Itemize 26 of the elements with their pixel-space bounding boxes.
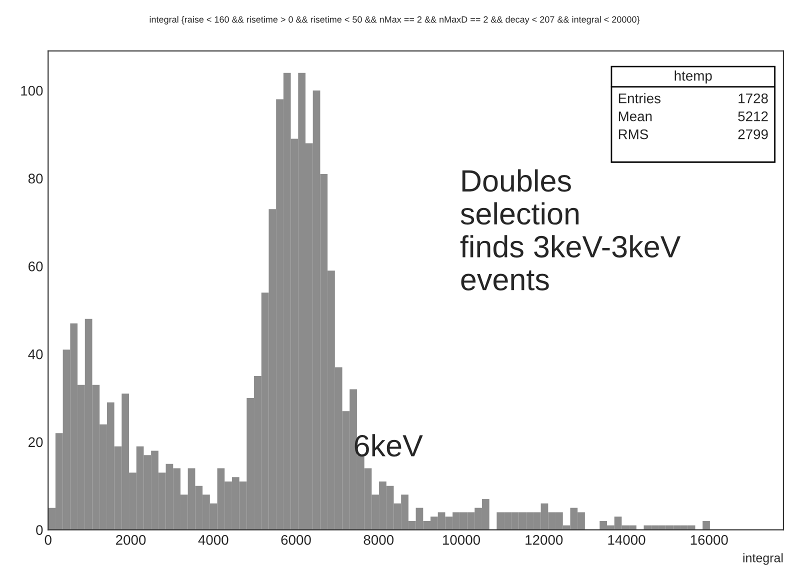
x-tick-label: 2000 <box>116 535 146 545</box>
y-tick-label: 100 <box>21 86 43 96</box>
x-tick-label: 4000 <box>198 535 228 545</box>
y-tick-label: 40 <box>28 349 43 360</box>
annotation: 1728 <box>738 93 768 104</box>
annotation: htemp <box>674 70 712 84</box>
annotation: 6keV <box>354 434 423 457</box>
x-tick-label: 8000 <box>364 535 394 545</box>
annotation: Entries <box>618 93 661 104</box>
y-tick-label: 0 <box>36 525 43 535</box>
annotation: RMS <box>618 129 648 140</box>
x-tick-label: 14000 <box>608 535 646 545</box>
y-tick-label: 60 <box>28 262 43 272</box>
y-tick-label: 20 <box>28 437 43 448</box>
chart-title: integral {raise < 160 && risetime > 0 && risetime < 50 && nMax == 2 && nMaxD == 2 && decay < 207 && integral < 20000} <box>150 16 640 24</box>
x-tick-label: 10000 <box>442 535 480 545</box>
annotation: 5212 <box>738 111 768 122</box>
annotation: Doubles selection finds 3keV-3keV events <box>460 169 681 290</box>
annotation: 2799 <box>738 129 768 140</box>
x-axis-title: integral <box>743 553 783 565</box>
x-tick-label: 12000 <box>526 535 563 545</box>
x-tick-label: 6000 <box>281 535 311 545</box>
y-tick-label: 80 <box>28 174 43 184</box>
x-tick-label: 0 <box>44 535 52 545</box>
annotation: Mean <box>618 112 652 122</box>
x-tick-label: 16000 <box>690 535 728 545</box>
